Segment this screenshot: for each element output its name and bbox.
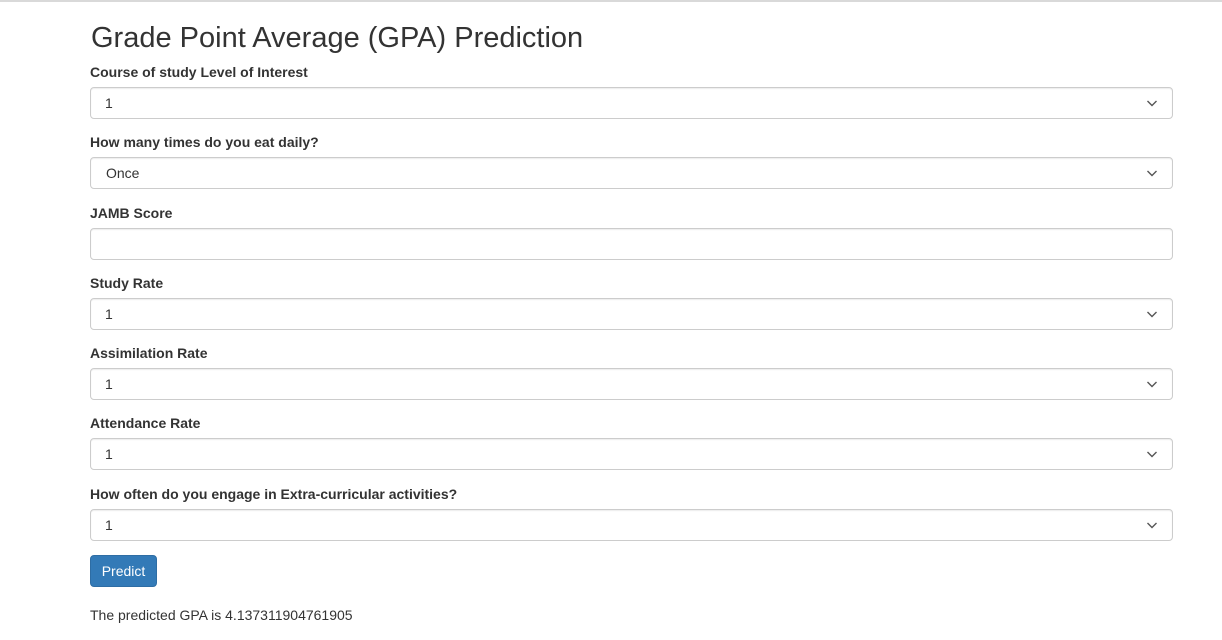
predict-button[interactable]: Predict xyxy=(90,555,157,587)
attendance-rate-label: Attendance Rate xyxy=(90,415,201,431)
study-rate-value: 1 xyxy=(105,306,113,322)
chevron-down-icon xyxy=(1147,522,1157,529)
attendance-rate-select[interactable]: 1 xyxy=(90,438,1173,470)
page-title: Grade Point Average (GPA) Prediction xyxy=(91,22,584,54)
eat-daily-group: How many times do you eat daily? Once xyxy=(90,133,1173,189)
chevron-down-icon xyxy=(1147,100,1157,107)
assimilation-rate-group: Assimilation Rate 1 xyxy=(90,344,1173,400)
top-divider xyxy=(0,0,1222,2)
jamb-score-label: JAMB Score xyxy=(90,205,173,221)
assimilation-rate-select[interactable]: 1 xyxy=(90,368,1173,400)
extracurricular-group: How often do you engage in Extra-curricu… xyxy=(90,485,1173,541)
attendance-rate-value: 1 xyxy=(105,446,113,462)
assimilation-rate-label: Assimilation Rate xyxy=(90,345,208,361)
extracurricular-select[interactable]: 1 xyxy=(90,509,1173,541)
extracurricular-value: 1 xyxy=(105,517,113,533)
eat-daily-label: How many times do you eat daily? xyxy=(90,134,319,150)
extracurricular-label: How often do you engage in Extra-curricu… xyxy=(90,486,458,502)
study-rate-select[interactable]: 1 xyxy=(90,298,1173,330)
eat-daily-value: Once xyxy=(106,165,140,181)
course-interest-value: 1 xyxy=(105,95,113,111)
course-interest-group: Course of study Level of Interest 1 xyxy=(90,63,1173,119)
course-interest-label: Course of study Level of Interest xyxy=(90,64,308,80)
eat-daily-select[interactable]: Once xyxy=(90,157,1173,189)
chevron-down-icon xyxy=(1147,381,1157,388)
study-rate-label: Study Rate xyxy=(90,275,164,291)
prediction-result: The predicted GPA is 4.137311904761905 xyxy=(90,607,353,623)
attendance-rate-group: Attendance Rate 1 xyxy=(90,414,1173,470)
chevron-down-icon xyxy=(1147,311,1157,318)
chevron-down-icon xyxy=(1147,451,1157,458)
assimilation-rate-value: 1 xyxy=(105,376,113,392)
study-rate-group: Study Rate 1 xyxy=(90,274,1173,330)
jamb-score-group: JAMB Score xyxy=(90,204,1173,260)
jamb-score-input[interactable] xyxy=(90,228,1173,260)
chevron-down-icon xyxy=(1147,170,1157,177)
course-interest-select[interactable]: 1 xyxy=(90,87,1173,119)
